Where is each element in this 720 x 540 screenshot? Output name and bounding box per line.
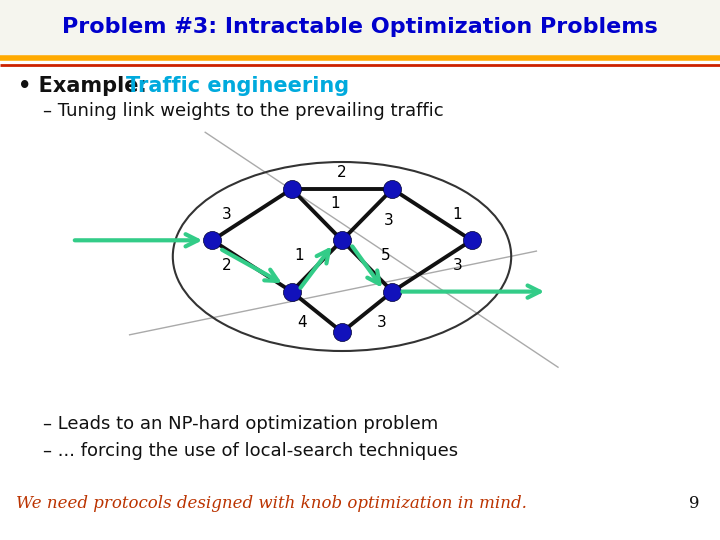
Text: 1: 1 (452, 207, 462, 222)
Text: 2: 2 (222, 259, 232, 273)
Text: Problem #3: Intractable Optimization Problems: Problem #3: Intractable Optimization Pro… (62, 17, 658, 37)
Text: 5: 5 (380, 248, 390, 262)
Text: 1: 1 (294, 248, 304, 262)
Text: – Tuning link weights to the prevailing traffic: – Tuning link weights to the prevailing … (43, 102, 444, 120)
Bar (0, 0, 720, 57)
Text: • Example:: • Example: (18, 76, 154, 97)
Text: 3: 3 (384, 213, 394, 227)
Text: – ... forcing the use of local-search techniques: – ... forcing the use of local-search te… (43, 442, 459, 460)
Text: 3: 3 (377, 315, 387, 330)
Text: 3: 3 (222, 207, 232, 222)
Text: We need protocols designed with knob optimization in mind.: We need protocols designed with knob opt… (16, 495, 527, 512)
Text: 1: 1 (330, 197, 340, 211)
Text: 9: 9 (689, 495, 700, 512)
Text: 2: 2 (337, 165, 347, 180)
Text: – Leads to an NP-hard optimization problem: – Leads to an NP-hard optimization probl… (43, 415, 438, 433)
Text: 4: 4 (297, 315, 307, 330)
Text: Traffic engineering: Traffic engineering (126, 76, 349, 97)
Text: 3: 3 (452, 259, 462, 273)
